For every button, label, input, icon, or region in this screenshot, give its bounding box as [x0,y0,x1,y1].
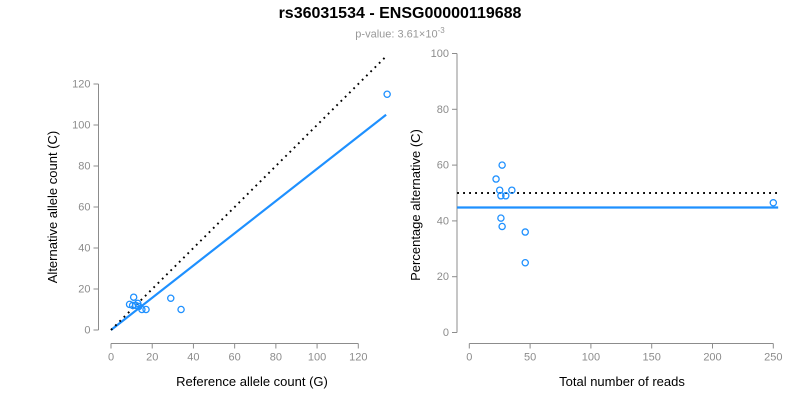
data-point [497,192,505,200]
x-tick-label: 100 [308,352,326,364]
x-tick-label: 40 [187,352,199,364]
y-tick-label: 100 [72,120,90,132]
y-tick-label: 80 [437,104,449,116]
data-point [167,294,175,302]
x-tick-label: 0 [108,352,114,364]
x-tick-label: 20 [146,352,158,364]
data-point [497,214,505,222]
identity-line [110,56,386,331]
y-axis-title: Percentage alternative (C) [408,129,423,281]
x-tick-label: 200 [703,352,721,364]
y-tick-label: 20 [437,271,449,283]
chart-title: rs36031534 - ENSG00000119688 [278,5,522,22]
x-tick-label: 50 [524,352,536,364]
y-tick-label: 80 [78,161,90,173]
data-point [129,293,138,301]
y-axis-title: Alternative allele count (C) [45,131,60,283]
y-tick-label: 20 [78,284,90,296]
y-tick-label: 40 [78,243,90,255]
data-point [521,228,529,236]
pvalue-text: p-value: 3.61×10 [355,28,438,41]
x-tick-label: 100 [582,352,600,364]
x-axis-title: Reference allele count (G) [176,374,328,389]
fit-line [110,113,387,331]
x-axis-title: Total number of reads [559,374,685,389]
data-point [138,305,146,314]
y-tick-label: 0 [84,325,90,337]
data-point [492,175,500,183]
data-point [498,161,506,169]
x-tick-label: 250 [764,352,782,364]
x-tick-label: 60 [229,352,241,364]
data-point [383,90,391,99]
pvalue-exponent: -3 [437,26,445,35]
x-tick-label: 80 [270,352,282,364]
x-tick-label: 150 [643,352,661,364]
data-point [521,258,529,267]
data-point [502,192,510,200]
data-point [769,199,778,207]
y-tick-label: 120 [72,79,90,91]
data-point [498,222,506,231]
y-tick-label: 60 [437,160,449,172]
x-tick-label: 120 [349,352,367,364]
data-point [508,186,516,194]
data-point [177,305,185,314]
data-point [142,305,150,314]
x-tick-label: 0 [466,352,472,364]
chart-subtitle: p-value: 3.61×10-3 [0,26,800,41]
y-tick-label: 40 [437,215,449,227]
y-tick-label: 0 [443,327,449,339]
y-tick-label: 60 [78,202,90,214]
y-tick-label: 100 [431,48,449,60]
